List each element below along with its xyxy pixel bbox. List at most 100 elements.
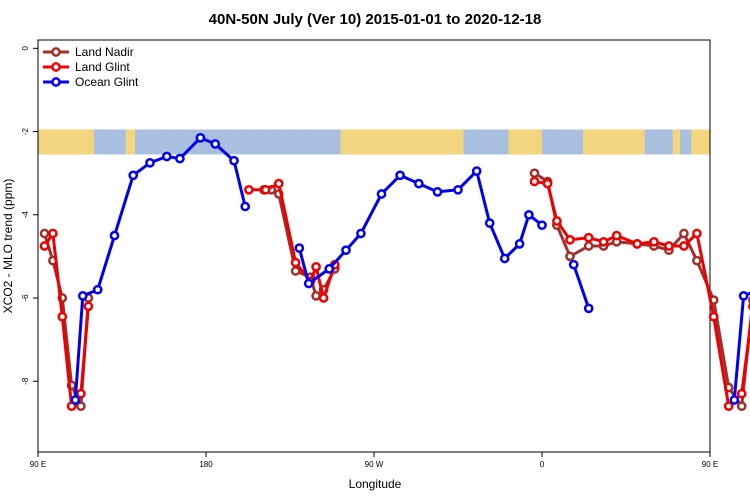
x-axis: 90 E 180 90 W 0 90 E (30, 452, 718, 469)
map-land (691, 129, 710, 155)
data-point (484, 218, 495, 228)
data-point (260, 184, 271, 195)
data-point (542, 178, 553, 189)
data-point (565, 251, 575, 262)
data-point (583, 241, 594, 251)
y-tick-label: -4 (21, 211, 30, 219)
data-point (109, 230, 120, 241)
data-point (723, 401, 734, 412)
data-point (471, 166, 482, 176)
series-line (572, 264, 591, 309)
data-point (736, 388, 747, 399)
data-point (598, 236, 609, 247)
data-point (57, 311, 68, 322)
data-point (529, 176, 540, 187)
y-tick-label: 0 (21, 46, 30, 51)
data-point (39, 241, 50, 251)
series-line (248, 182, 337, 300)
map-land (672, 129, 681, 155)
data-point (240, 201, 251, 212)
chart-title: 40N-50N July (Ver 10) 2015-01-01 to 2020… (209, 11, 542, 28)
data-point (514, 239, 525, 249)
data-point (318, 293, 329, 303)
data-point (273, 178, 284, 189)
data-point (632, 239, 643, 249)
data-point (729, 395, 740, 405)
data-point (692, 255, 702, 266)
data-point (356, 228, 366, 239)
x-tick-label: 90 W (365, 460, 384, 469)
data-point (583, 303, 594, 314)
x-tick-label: 180 (199, 460, 213, 469)
data-point (692, 228, 702, 239)
y-axis: 0 -2 -4 -6 -8 (21, 46, 38, 385)
data-point (664, 241, 674, 251)
data-point (195, 132, 206, 143)
x-tick-label: 0 (540, 460, 545, 469)
map-land (508, 129, 542, 155)
data-point (679, 228, 689, 239)
series-ocean-glint (70, 132, 750, 405)
data-point (565, 234, 575, 245)
legend-marker (51, 47, 61, 57)
data-point (395, 170, 405, 181)
data-point (175, 153, 185, 164)
data-point (453, 184, 463, 195)
data-point (499, 253, 510, 264)
legend-label: Ocean Glint (75, 75, 139, 89)
background-map (38, 129, 710, 155)
data-point (48, 228, 58, 239)
series-line (533, 171, 750, 408)
data-point (145, 157, 155, 168)
data-point (290, 257, 301, 268)
data-point (736, 401, 747, 412)
legend-item-ocean-glint: Ocean Glint (43, 75, 139, 89)
series-line (297, 169, 543, 285)
data-point (679, 241, 689, 251)
data-point (303, 278, 314, 289)
data-point (413, 178, 424, 189)
series-land-glint (39, 176, 750, 412)
data-point (324, 264, 335, 274)
map-land (583, 129, 645, 155)
data-point (77, 291, 88, 301)
legend-marker (51, 77, 61, 87)
data-point (568, 259, 579, 270)
y-tick-label: -6 (21, 294, 30, 302)
x-axis-label: Longitude (349, 477, 402, 491)
data-point (128, 170, 139, 181)
legend-label: Land Glint (75, 60, 130, 74)
data-point (583, 232, 594, 243)
data-point (524, 209, 534, 220)
data-point (229, 155, 239, 166)
series-line (73, 136, 247, 401)
series-line (732, 291, 750, 401)
data-point (432, 187, 443, 197)
data-point (39, 228, 50, 239)
data-point (552, 216, 562, 226)
data-point (649, 236, 659, 247)
y-tick-label: -8 (21, 377, 30, 385)
data-point (611, 230, 622, 241)
data-point (92, 284, 103, 295)
x-tick-label: 90 E (702, 460, 718, 469)
data-point (376, 189, 387, 199)
data-point (529, 168, 540, 179)
legend-label: Land Nadir (75, 45, 134, 59)
data-point (708, 311, 719, 322)
legend-item-land-glint: Land Glint (43, 60, 130, 74)
data-point (76, 401, 86, 412)
data-point (294, 243, 305, 253)
data-point (76, 388, 86, 399)
data-point (311, 261, 321, 272)
map-land (340, 129, 464, 155)
data-point (210, 139, 221, 149)
series-line (263, 188, 337, 298)
plot-border (37, 39, 711, 453)
y-tick-label: -2 (21, 127, 30, 135)
legend-marker (51, 62, 61, 72)
data-point (341, 245, 351, 256)
data-point (311, 291, 321, 301)
x-tick-label: 90 E (30, 460, 46, 469)
